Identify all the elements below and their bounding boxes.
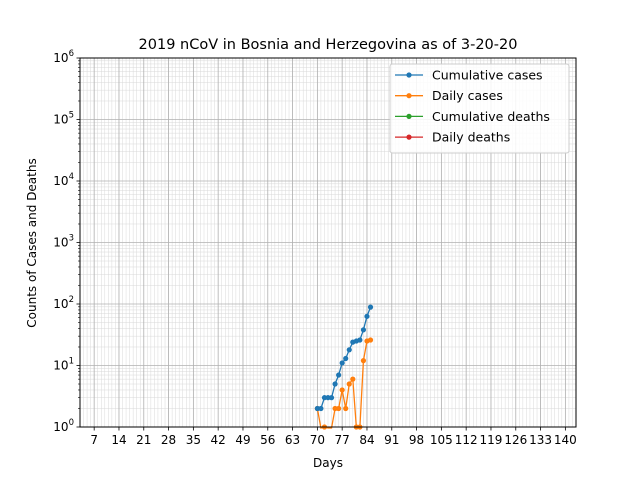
- y-tick-label: 103: [53, 234, 74, 250]
- x-tick-label: 21: [136, 433, 151, 447]
- data-point: [367, 337, 374, 343]
- data-point: [332, 381, 338, 387]
- x-tick-label: 7: [90, 433, 98, 447]
- legend-label: Daily deaths: [432, 130, 510, 145]
- legend-label: Daily cases: [432, 88, 503, 103]
- x-tick-label: 14: [111, 433, 126, 447]
- data-point: [346, 347, 352, 353]
- data-point: [328, 395, 335, 401]
- y-tick-label: 100: [53, 418, 74, 434]
- x-tick-label: 70: [310, 433, 325, 447]
- data-point: [343, 405, 349, 412]
- y-tick-label: 104: [53, 172, 74, 188]
- x-tick-label: 91: [384, 433, 399, 447]
- data-point: [339, 387, 345, 393]
- legend: Cumulative cases Daily cases Cumulative de…: [389, 63, 570, 154]
- legend-swatch-marker: [406, 72, 412, 78]
- x-tick-label: 98: [409, 433, 424, 447]
- y-tick-label: 105: [53, 111, 74, 127]
- data-point: [360, 358, 367, 364]
- y-tick-label: 106: [53, 49, 74, 65]
- x-tick-label: 112: [455, 433, 478, 447]
- legend-label: Cumulative deaths: [432, 109, 550, 124]
- legend-item: Cumulative deaths: [395, 109, 550, 124]
- x-tick-label: 119: [480, 433, 503, 447]
- legend-box: [389, 63, 570, 154]
- legend-swatch-marker: [406, 93, 412, 99]
- y-axis-label: Counts of Cases and Deaths: [25, 158, 39, 327]
- data-point: [343, 355, 349, 362]
- data-point: [336, 372, 342, 378]
- legend-item: Daily deaths: [395, 130, 510, 145]
- data-point: [367, 304, 374, 310]
- y-axis-ticks: 100 101 102 103 104 105 106: [53, 49, 80, 434]
- x-tick-label: 56: [260, 433, 275, 447]
- legend-swatch-marker: [406, 113, 412, 119]
- x-tick-label: 63: [285, 433, 300, 447]
- legend-label: Cumulative cases: [432, 68, 543, 83]
- y-tick-label: 101: [53, 357, 74, 373]
- x-tick-label: 42: [211, 433, 226, 447]
- y-tick-label: 102: [53, 295, 74, 311]
- x-tick-label: 133: [529, 433, 552, 447]
- legend-item: Cumulative cases: [395, 68, 543, 83]
- x-tick-label: 35: [186, 433, 201, 447]
- x-tick-label: 28: [161, 433, 176, 447]
- legend-swatch-marker: [406, 134, 412, 140]
- data-point: [339, 360, 345, 366]
- x-tick-label: 105: [430, 433, 453, 447]
- chart-title: 2019 nCoV in Bosnia and Herzegovina as o…: [139, 37, 518, 53]
- data-point: [357, 337, 363, 343]
- data-point: [350, 376, 356, 382]
- series-layer: [314, 304, 374, 430]
- series-cumulative-cases: [314, 304, 374, 412]
- x-tick-label: 49: [235, 433, 250, 447]
- data-point: [346, 381, 352, 387]
- x-tick-label: 84: [359, 433, 374, 447]
- data-point: [318, 405, 324, 412]
- x-axis-label: Days: [313, 456, 343, 470]
- x-axis-ticks: 7 14 21 28 35 42 49 56 63 70 77 84 91 98 105 112 119 126 1…: [90, 427, 577, 447]
- data-point: [364, 313, 370, 319]
- data-point: [336, 405, 342, 412]
- x-tick-label: 126: [504, 433, 527, 447]
- x-tick-label: 77: [335, 433, 350, 447]
- legend-item: Daily cases: [395, 88, 503, 103]
- data-point: [360, 327, 367, 333]
- x-tick-label: 140: [554, 433, 577, 447]
